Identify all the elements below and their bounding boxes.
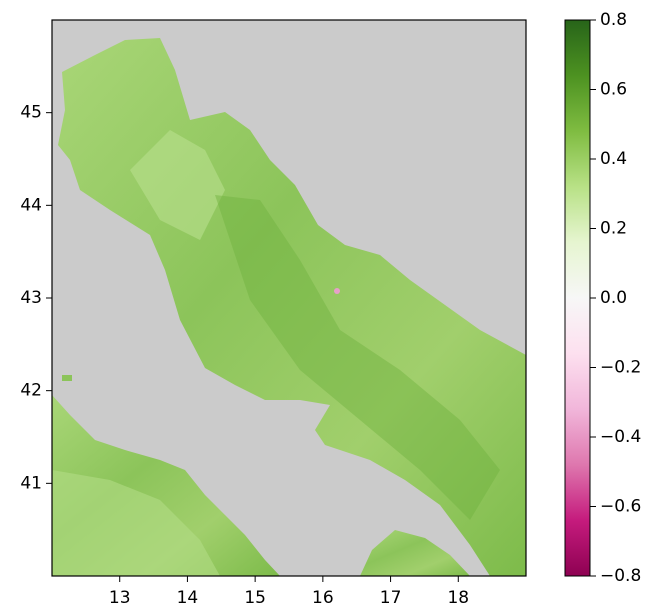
land-raster <box>52 38 526 576</box>
land <box>360 530 470 576</box>
colorbar-tick-label: 0.0 <box>600 288 627 308</box>
y-tick-label: 41 <box>20 473 42 493</box>
land-light <box>52 470 220 576</box>
colorbar-tick-label: 0.4 <box>600 149 627 169</box>
land-pixel <box>62 375 72 381</box>
colorbar <box>564 19 591 577</box>
colorbar-tick-label: 0.2 <box>600 219 627 239</box>
y-tick-label: 42 <box>20 381 42 401</box>
x-tick-label: 16 <box>312 588 334 608</box>
colorbar-tick-label: −0.2 <box>600 358 641 378</box>
land-light <box>130 130 225 240</box>
y-tick-label: 44 <box>20 195 42 215</box>
x-tick-label: 13 <box>109 588 131 608</box>
colorbar-tick-label: −0.8 <box>600 566 641 586</box>
x-tick-label: 14 <box>177 588 199 608</box>
colorbar-tick-label: −0.6 <box>600 497 641 517</box>
colorbar-tick-label: 0.8 <box>600 10 627 30</box>
x-tick-label: 17 <box>380 588 402 608</box>
x-tick-label: 15 <box>244 588 266 608</box>
land-dark <box>215 195 500 520</box>
x-tick-label: 18 <box>447 588 469 608</box>
y-tick-label: 43 <box>20 288 42 308</box>
colorbar-tick-label: 0.6 <box>600 80 627 100</box>
y-tick-label: 45 <box>20 103 42 123</box>
land-pixel <box>334 288 340 294</box>
colorbar-tick-label: −0.4 <box>600 427 641 447</box>
